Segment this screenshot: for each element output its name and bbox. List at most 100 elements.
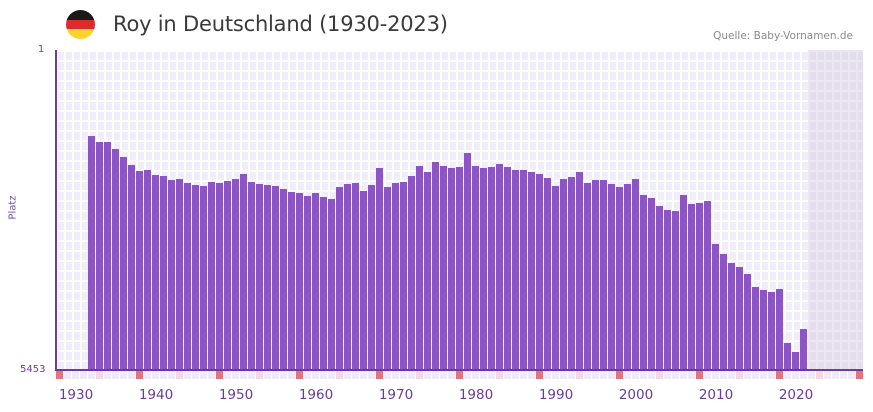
bar-1993[interactable] <box>568 177 575 370</box>
bar-1999[interactable] <box>616 187 623 370</box>
bar-1946[interactable] <box>192 185 199 370</box>
bar-2002[interactable] <box>640 195 647 370</box>
bar-1974[interactable] <box>416 166 423 370</box>
bar-1973[interactable] <box>408 176 415 370</box>
bar-1984[interactable] <box>496 164 503 370</box>
bar-1938[interactable] <box>128 165 135 370</box>
bar-1940[interactable] <box>144 170 151 370</box>
bar-1952[interactable] <box>240 174 247 370</box>
bar-1992[interactable] <box>560 179 567 370</box>
bar-1955[interactable] <box>264 185 271 370</box>
bar-2018[interactable] <box>768 292 775 370</box>
bar-1947[interactable] <box>200 186 207 370</box>
bar-1976[interactable] <box>432 162 439 370</box>
bar-1965[interactable] <box>344 184 351 370</box>
bar-1977[interactable] <box>440 166 447 370</box>
bar-2014[interactable] <box>736 267 743 370</box>
bar-1979[interactable] <box>456 167 463 370</box>
bar-1964[interactable] <box>336 187 343 370</box>
bar-2016[interactable] <box>752 287 759 370</box>
bar-1953[interactable] <box>248 182 255 370</box>
bar-2006[interactable] <box>672 211 679 370</box>
bar-1971[interactable] <box>392 183 399 370</box>
bar-2007[interactable] <box>680 195 687 370</box>
bar-1983[interactable] <box>488 167 495 370</box>
x-tick-label: 2020 <box>778 387 814 403</box>
bar-1998[interactable] <box>608 184 615 370</box>
bar-1969[interactable] <box>376 168 383 370</box>
bar-1989[interactable] <box>536 174 543 370</box>
bar-2008[interactable] <box>688 204 695 370</box>
year-marker <box>704 371 711 379</box>
bar-1939[interactable] <box>136 171 143 370</box>
bar-1960[interactable] <box>304 196 311 370</box>
bar-1942[interactable] <box>160 176 167 370</box>
bar-1951[interactable] <box>232 179 239 370</box>
bar-1943[interactable] <box>168 180 175 370</box>
bar-1941[interactable] <box>152 175 159 370</box>
bar-1978[interactable] <box>448 168 455 370</box>
bar-1968[interactable] <box>368 185 375 370</box>
bar-1944[interactable] <box>176 179 183 370</box>
bar-1962[interactable] <box>320 197 327 370</box>
bar-1982[interactable] <box>480 168 487 370</box>
bar-1954[interactable] <box>256 184 263 370</box>
bar-1980[interactable] <box>464 153 471 370</box>
bar-1958[interactable] <box>288 192 295 370</box>
bar-2003[interactable] <box>648 198 655 370</box>
bar-2021[interactable] <box>792 352 799 370</box>
bar-1990[interactable] <box>544 178 551 370</box>
year-marker <box>776 371 783 379</box>
source-link[interactable]: Quelle: Baby-Vornamen.de <box>713 30 853 42</box>
bar-1959[interactable] <box>296 193 303 370</box>
bar-1961[interactable] <box>312 193 319 370</box>
bar-1966[interactable] <box>352 183 359 370</box>
bar-1996[interactable] <box>592 180 599 370</box>
bar-1972[interactable] <box>400 182 407 370</box>
bar-1975[interactable] <box>424 172 431 370</box>
x-tick-label: 1990 <box>538 387 574 403</box>
bar-2001[interactable] <box>632 179 639 370</box>
year-marker <box>200 371 207 379</box>
bar-1933[interactable] <box>88 136 95 370</box>
bar-1963[interactable] <box>328 199 335 370</box>
bar-1957[interactable] <box>280 189 287 370</box>
bar-2004[interactable] <box>656 206 663 370</box>
bar-1950[interactable] <box>224 181 231 370</box>
bar-2020[interactable] <box>784 343 791 370</box>
bar-2009[interactable] <box>696 203 703 370</box>
year-marker <box>104 371 111 379</box>
bar-2012[interactable] <box>720 254 727 370</box>
bar-1997[interactable] <box>600 180 607 370</box>
bar-1948[interactable] <box>208 182 215 370</box>
bar-1949[interactable] <box>216 183 223 370</box>
year-marker <box>440 371 447 379</box>
bar-1935[interactable] <box>104 142 111 370</box>
bar-2010[interactable] <box>704 201 711 370</box>
bar-1956[interactable] <box>272 186 279 370</box>
bar-1986[interactable] <box>512 170 519 370</box>
bar-1970[interactable] <box>384 187 391 370</box>
bar-2019[interactable] <box>776 289 783 370</box>
bar-2005[interactable] <box>664 210 671 370</box>
bar-1934[interactable] <box>96 142 103 370</box>
bar-1981[interactable] <box>472 166 479 370</box>
bar-2013[interactable] <box>728 263 735 370</box>
year-marker <box>368 371 375 379</box>
bar-1936[interactable] <box>112 149 119 370</box>
bar-1985[interactable] <box>504 167 511 370</box>
bar-2022[interactable] <box>800 329 807 370</box>
bar-2015[interactable] <box>744 274 751 370</box>
bar-2017[interactable] <box>760 290 767 370</box>
bar-1987[interactable] <box>520 170 527 370</box>
bar-1967[interactable] <box>360 191 367 370</box>
bar-2011[interactable] <box>712 244 719 370</box>
bar-1995[interactable] <box>584 183 591 370</box>
bar-2000[interactable] <box>624 184 631 370</box>
bar-1945[interactable] <box>184 183 191 370</box>
bar-1994[interactable] <box>576 172 583 370</box>
bar-1988[interactable] <box>528 172 535 370</box>
bar-1937[interactable] <box>120 157 127 370</box>
year-marker <box>488 371 495 379</box>
bar-1991[interactable] <box>552 186 559 370</box>
